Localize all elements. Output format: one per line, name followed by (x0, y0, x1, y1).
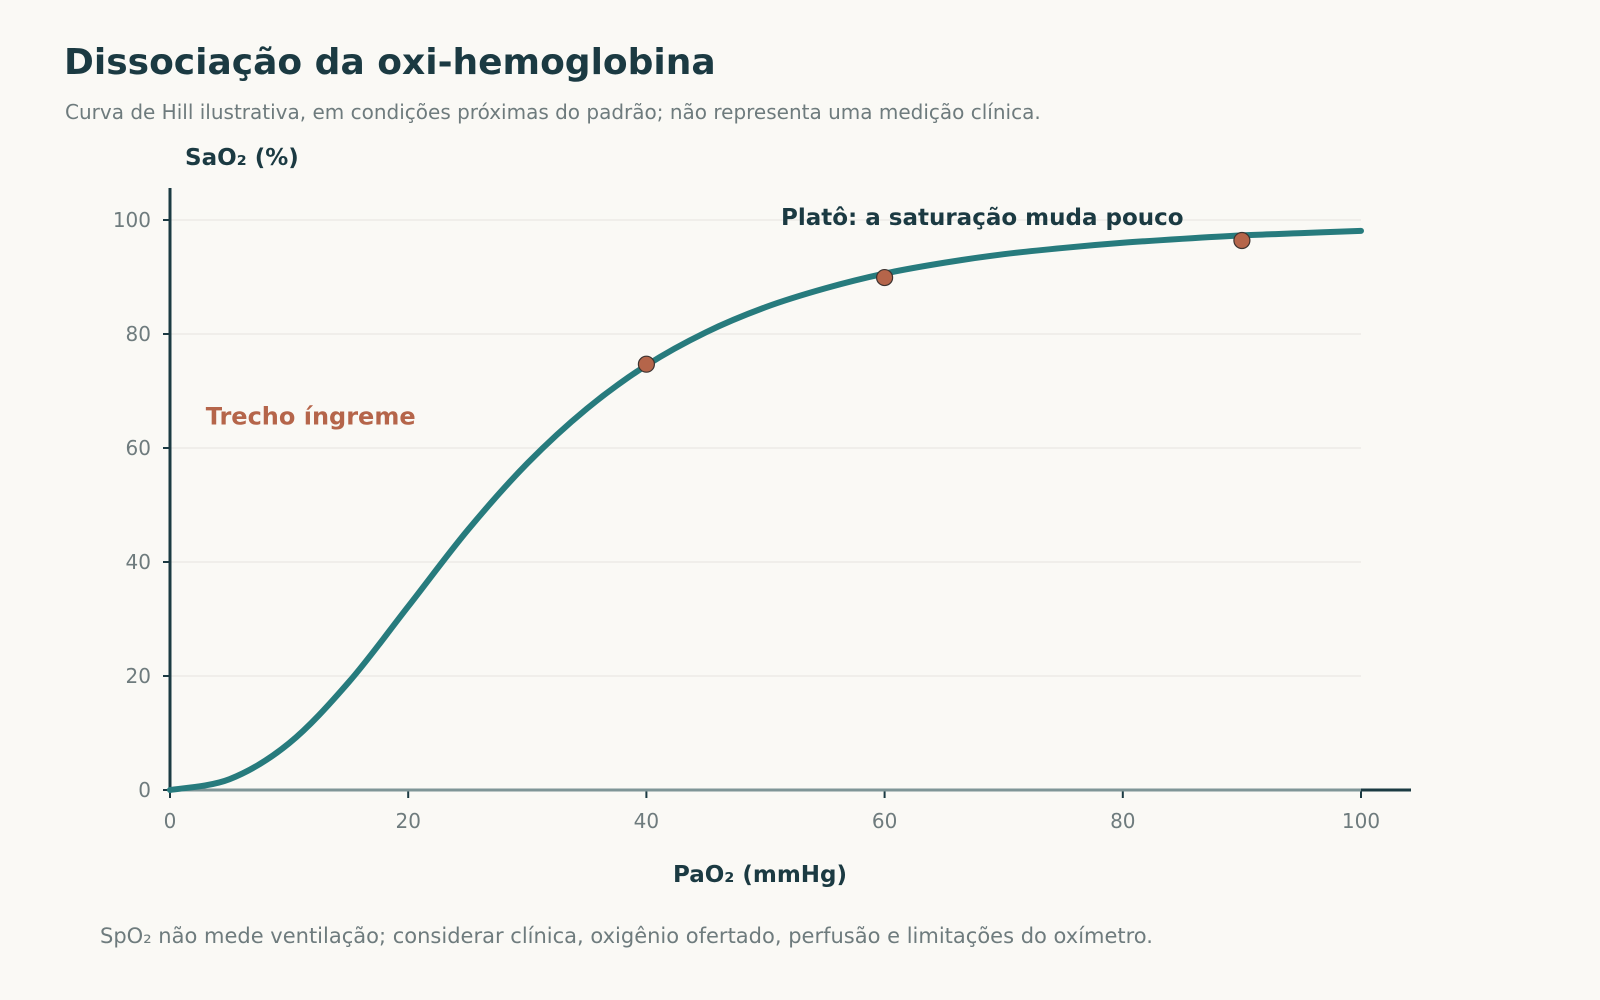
data-point (875, 268, 894, 287)
footnote: SpO₂ não mede ventilação; considerar clí… (100, 924, 1153, 948)
grid-lines (170, 219, 1361, 677)
x-tick-label: 80 (1110, 809, 1135, 833)
annotation-steep-section: Trecho íngreme (206, 403, 416, 431)
y-tick-label: 20 (126, 664, 151, 688)
series-layer (167, 227, 1364, 793)
points-layer (637, 231, 1251, 373)
data-point (637, 355, 656, 373)
x-tick-label: 100 (1342, 809, 1380, 833)
y-tick-label: 100 (113, 208, 151, 232)
x-tick-label: 0 (164, 809, 177, 833)
x-tick-label: 20 (395, 809, 420, 833)
chart-subtitle: Curva de Hill ilustrativa, em condições … (65, 100, 1041, 124)
y-axis-title: SaO₂ (%) (185, 145, 299, 171)
axes (163, 188, 1411, 798)
data-point (1233, 231, 1251, 250)
x-tick-label: 60 (872, 809, 897, 833)
annotation-plateau: Platô: a saturação muda pouco (781, 205, 1184, 231)
y-tick-label: 0 (138, 778, 151, 802)
y-tick-label: 60 (126, 436, 151, 460)
chart-title: Dissociação da oxi-hemoglobina (64, 42, 716, 83)
x-tick-label: 40 (634, 809, 659, 833)
y-tick-label: 40 (126, 550, 151, 574)
x-axis-title: PaO₂ (mmHg) (673, 862, 847, 888)
dissociation-curve (167, 227, 1364, 793)
y-tick-label: 80 (126, 322, 151, 346)
labels-layer: SaO₂ (%) PaO₂ (mmHg) Platô: a saturação … (113, 145, 1380, 888)
